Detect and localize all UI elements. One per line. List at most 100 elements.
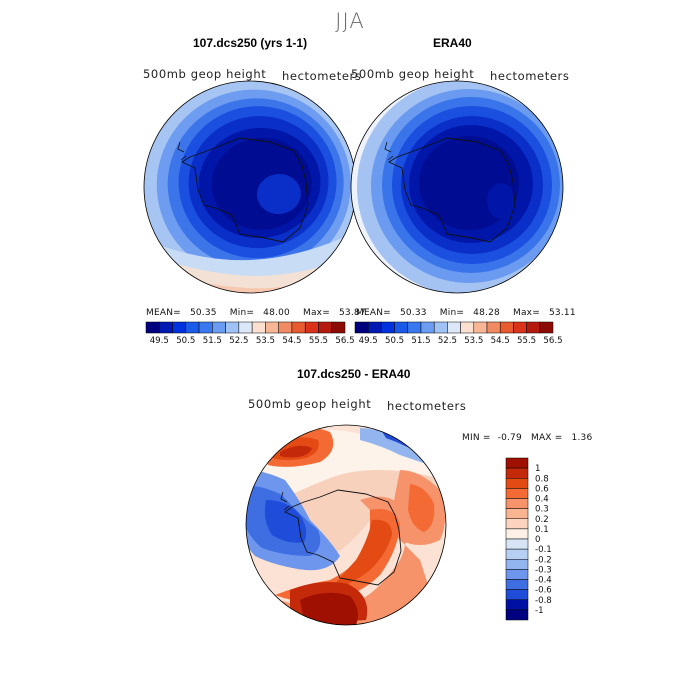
colorbar-swatch bbox=[354, 321, 369, 334]
colorbar-swatch bbox=[185, 321, 200, 334]
colorbar-swatch bbox=[505, 559, 529, 570]
colorbar-tick-label: 51.5 bbox=[411, 336, 430, 346]
colorbar-tick-label: 56.5 bbox=[543, 336, 562, 346]
colorbar-tick-label: 0.2 bbox=[535, 515, 549, 525]
coastline-fragment bbox=[177, 141, 187, 161]
contour-band bbox=[275, 509, 400, 602]
max-label: MAX = bbox=[530, 433, 563, 443]
colorbar-tick-label: 54.5 bbox=[491, 336, 510, 346]
colorbar-swatch bbox=[304, 321, 319, 334]
colorbar-tick-label: -0.1 bbox=[535, 545, 552, 555]
colorbar-swatch bbox=[447, 321, 461, 334]
map-border-2 bbox=[350, 80, 564, 294]
colorbar-swatch bbox=[278, 321, 293, 334]
panel-1-stats: MEAN= 50.35 Min= 48.00 Max= 53.87 bbox=[146, 308, 366, 318]
colorbar-difference bbox=[505, 457, 529, 621]
min-value: 48.28 bbox=[473, 308, 500, 318]
colorbar-tick-label: -0.8 bbox=[535, 596, 552, 606]
colorbar-swatch bbox=[505, 579, 529, 590]
colorbar-swatch bbox=[212, 321, 226, 334]
colorbar-swatch bbox=[539, 321, 554, 334]
colorbar-swatch bbox=[505, 569, 529, 580]
panel-1-variable: 500mb geop height bbox=[143, 67, 267, 81]
colorbar-tick-label: 49.5 bbox=[359, 336, 378, 346]
coastline-antarctica bbox=[284, 489, 402, 586]
colorbar-swatch bbox=[291, 321, 306, 334]
colorbar-swatch bbox=[238, 321, 253, 334]
colorbar-swatch bbox=[505, 457, 529, 469]
colorbar-swatch bbox=[505, 478, 529, 489]
max-value: 53.11 bbox=[549, 308, 576, 318]
colorbar-swatch bbox=[225, 321, 240, 334]
colorbar-tick-label: 55.5 bbox=[517, 336, 536, 346]
colorbar-tick-label: 0.1 bbox=[535, 525, 549, 535]
contour-band bbox=[256, 173, 301, 215]
colorbar-tick-label: 51.5 bbox=[203, 336, 222, 346]
coastline-fragment bbox=[280, 491, 290, 511]
map-panel-1 bbox=[144, 81, 356, 293]
colorbar-swatch bbox=[505, 528, 529, 540]
colorbar-swatch bbox=[486, 321, 501, 334]
colorbar-swatch bbox=[331, 321, 346, 334]
map-panel-2 bbox=[351, 81, 563, 293]
diff-stats: MIN = -0.79 MAX = 1.36 bbox=[462, 433, 592, 443]
min-value: 48.00 bbox=[263, 308, 290, 318]
colorbar-swatch bbox=[505, 488, 529, 499]
colorbar-tick-label: -0.2 bbox=[535, 555, 552, 565]
panel-2-units: hectometers bbox=[490, 69, 570, 83]
colorbar-swatch bbox=[265, 321, 279, 334]
colorbar-tick-label: 52.5 bbox=[229, 336, 248, 346]
colorbar-swatch bbox=[172, 321, 187, 334]
coastline-antarctica bbox=[388, 137, 516, 243]
colorbar-swatch bbox=[505, 498, 529, 509]
colorbar-tick-label: 53.5 bbox=[464, 336, 483, 346]
colorbar-panel-1 bbox=[145, 321, 346, 334]
colorbar-tick-label: 0.3 bbox=[535, 505, 549, 515]
colorbar-tick-label: 49.5 bbox=[150, 336, 169, 346]
colorbar-tick-label: 0.8 bbox=[535, 474, 549, 484]
colorbar-tick-label: 0 bbox=[535, 535, 540, 545]
min-label: MIN = bbox=[462, 433, 491, 443]
coastline-fragment bbox=[384, 141, 394, 161]
colorbar-tick-label: 0.4 bbox=[535, 495, 549, 505]
colorbar-swatch bbox=[159, 321, 173, 334]
colorbar-swatch bbox=[433, 321, 448, 334]
max-value: 53.87 bbox=[339, 308, 366, 318]
max-label: Max= bbox=[302, 308, 330, 318]
map-border-diff bbox=[245, 424, 447, 626]
mean-label: MEAN= bbox=[146, 308, 181, 318]
min-label: Min= bbox=[439, 308, 465, 318]
colorbar-panel-2 bbox=[354, 321, 554, 334]
colorbar-swatch bbox=[318, 321, 332, 334]
colorbar-ticks-difference: 10.80.60.40.30.20.10-0.1-0.2-0.3-0.4-0.6… bbox=[535, 464, 552, 616]
colorbar-ticks-panel-1: 49.5 50.5 51.5 52.5 53.5 54.5 55.5 56.5 bbox=[150, 336, 355, 346]
max-value: 1.36 bbox=[571, 433, 593, 443]
colorbar-tick-label: -0.4 bbox=[535, 576, 552, 586]
colorbar-swatch bbox=[505, 518, 529, 530]
colorbar-swatch bbox=[526, 321, 541, 334]
colorbar-tick-label: 55.5 bbox=[309, 336, 328, 346]
panel-1-title: 107.dcs250 (yrs 1-1) bbox=[193, 36, 308, 50]
colorbar-swatch bbox=[505, 508, 529, 519]
panel-2-stats: MEAN= 50.33 Min= 48.28 Max= 53.11 bbox=[356, 308, 576, 318]
diff-variable: 500mb geop height bbox=[248, 397, 372, 411]
colorbar-swatch bbox=[251, 321, 266, 334]
colorbar-tick-label: 56.5 bbox=[335, 336, 354, 346]
colorbar-swatch bbox=[505, 467, 529, 479]
mean-value: 50.35 bbox=[189, 308, 217, 318]
colorbar-tick-label: 1 bbox=[535, 464, 540, 474]
panel-2-variable: 500mb geop height bbox=[351, 67, 475, 81]
colorbar-swatch bbox=[505, 609, 529, 621]
coastline-antarctica bbox=[181, 137, 309, 243]
contour-band bbox=[280, 445, 312, 458]
diff-title: 107.dcs250 - ERA40 bbox=[297, 367, 411, 381]
contour-band bbox=[264, 500, 307, 543]
min-label: Min= bbox=[229, 308, 255, 318]
contour-band bbox=[300, 592, 358, 625]
colorbar-tick-label: -1 bbox=[535, 606, 544, 616]
colorbar-swatch bbox=[407, 321, 422, 334]
colorbar-swatch bbox=[505, 548, 529, 560]
colorbar-swatch bbox=[499, 321, 514, 334]
contour-band bbox=[330, 519, 392, 590]
